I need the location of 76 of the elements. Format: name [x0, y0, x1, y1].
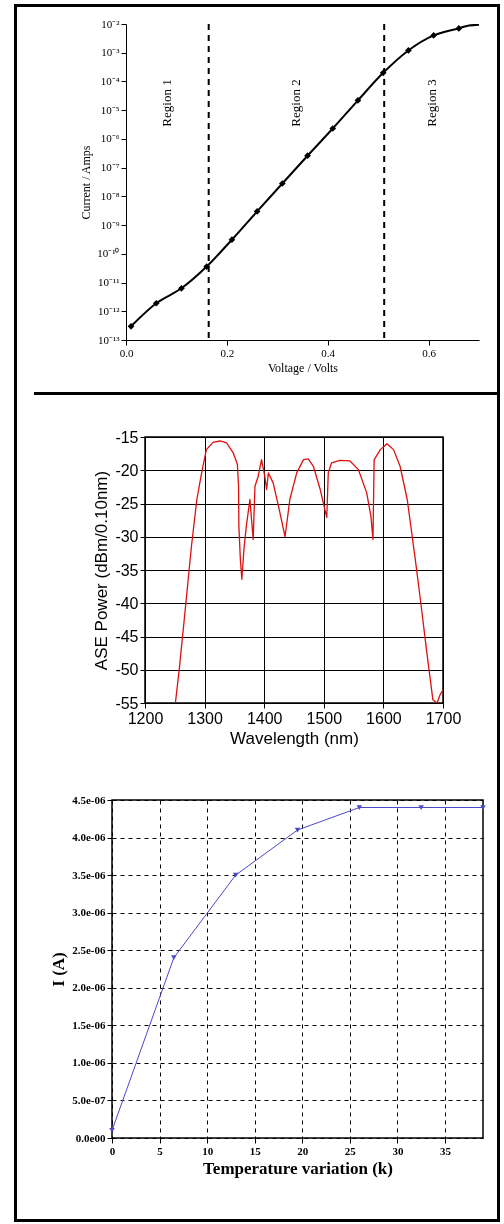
point	[109, 1128, 115, 1133]
y-tick-label: -35	[115, 561, 139, 579]
y-tick-label: 10⁻⁵	[100, 103, 120, 116]
annotation: Region 3	[423, 79, 439, 127]
point	[228, 236, 236, 244]
y-tick-label: -20	[115, 461, 139, 479]
point	[152, 299, 160, 307]
x-tick-label: 15	[249, 1144, 262, 1157]
point	[294, 827, 301, 833]
y-tick-label: 1.5e-06	[72, 1018, 106, 1031]
point	[278, 180, 286, 187]
x-tick-label: 0	[109, 1144, 116, 1157]
x-axis-title: Wavelength (nm)	[230, 728, 359, 748]
y-tick-label: 0.0e00	[75, 1131, 106, 1144]
y-axis-title: ASE Power (dBm/0.10nm)	[92, 470, 112, 671]
y-tick-label: 10⁻⁶	[100, 132, 120, 145]
y-tick-label: 10⁻²	[101, 17, 121, 30]
x-tick-label: 0.0	[119, 346, 134, 359]
y-tick-label: 2.0e-06	[72, 981, 106, 994]
y-tick-label: 10⁻³	[101, 46, 121, 59]
y-tick-label: 10⁻¹¹	[97, 276, 120, 289]
y-tick-label: -55	[115, 694, 139, 712]
x-tick-label: 10	[202, 1144, 214, 1157]
y-tick-label: -40	[115, 594, 139, 612]
y-tick-label: 10⁻¹⁰	[97, 247, 120, 260]
point	[253, 208, 261, 215]
point	[418, 805, 424, 810]
point	[304, 152, 311, 160]
y-tick-label: -30	[115, 528, 139, 546]
x-tick-label: 1400	[246, 709, 283, 727]
point	[354, 96, 362, 104]
point	[356, 805, 363, 810]
x-tick-label: 1200	[127, 709, 164, 727]
x-axis-title: Voltage / Volts	[267, 360, 339, 375]
x-tick-label: 1500	[306, 709, 343, 727]
x-tick-label: 1700	[425, 709, 462, 727]
point	[203, 263, 211, 270]
x-tick-label: 1600	[366, 709, 402, 727]
x-tick-label: 0.2	[220, 346, 235, 359]
y-tick-label: 10⁻⁹	[100, 218, 120, 231]
x-tick-label: 0.4	[321, 346, 336, 359]
annotation: Region 2	[288, 79, 304, 127]
point	[171, 955, 177, 961]
y-tick-label: 10⁻¹²	[97, 304, 121, 317]
x-tick-label: 25	[344, 1144, 357, 1157]
point	[127, 322, 135, 330]
point	[178, 284, 185, 292]
annotation: Region 1	[159, 79, 175, 127]
y-tick-label: -45	[115, 628, 139, 645]
y-tick-label: 3.0e-06	[72, 906, 106, 919]
x-tick-label: 1300	[187, 709, 223, 727]
x-tick-label: 20	[297, 1144, 309, 1157]
y-tick-label: 3.5e-06	[72, 868, 106, 881]
y-tick-label: 10⁻¹³	[97, 333, 121, 346]
point	[405, 47, 412, 54]
y-axis-title: Current / Amps	[79, 145, 94, 220]
y-axis-title: I (A)	[49, 952, 69, 987]
y-tick-label: 4.0e-06	[72, 831, 106, 844]
x-tick-label: 0.6	[422, 346, 437, 359]
y-tick-label: 10⁻⁸	[100, 189, 120, 202]
point	[329, 125, 337, 132]
y-tick-label: 10⁻⁷	[100, 161, 120, 174]
y-tick-label: -15	[115, 428, 139, 446]
x-tick-label: 5	[157, 1144, 164, 1157]
y-tick-label: 2.5e-06	[72, 943, 106, 956]
x-axis-title: Temperature variation (k)	[203, 1158, 393, 1178]
x-tick-label: 30	[392, 1144, 404, 1157]
y-tick-label: 1.0e-06	[72, 1056, 106, 1069]
x-tick-label: 35	[439, 1144, 452, 1157]
y-tick-label: 10⁻⁴	[100, 74, 120, 87]
y-tick-label: 5.0e-07	[72, 1093, 106, 1106]
point	[430, 32, 437, 39]
point	[480, 805, 486, 810]
y-tick-label: 4.5e-06	[72, 793, 106, 806]
y-tick-label: -50	[115, 661, 139, 679]
y-tick-label: -25	[115, 495, 139, 512]
